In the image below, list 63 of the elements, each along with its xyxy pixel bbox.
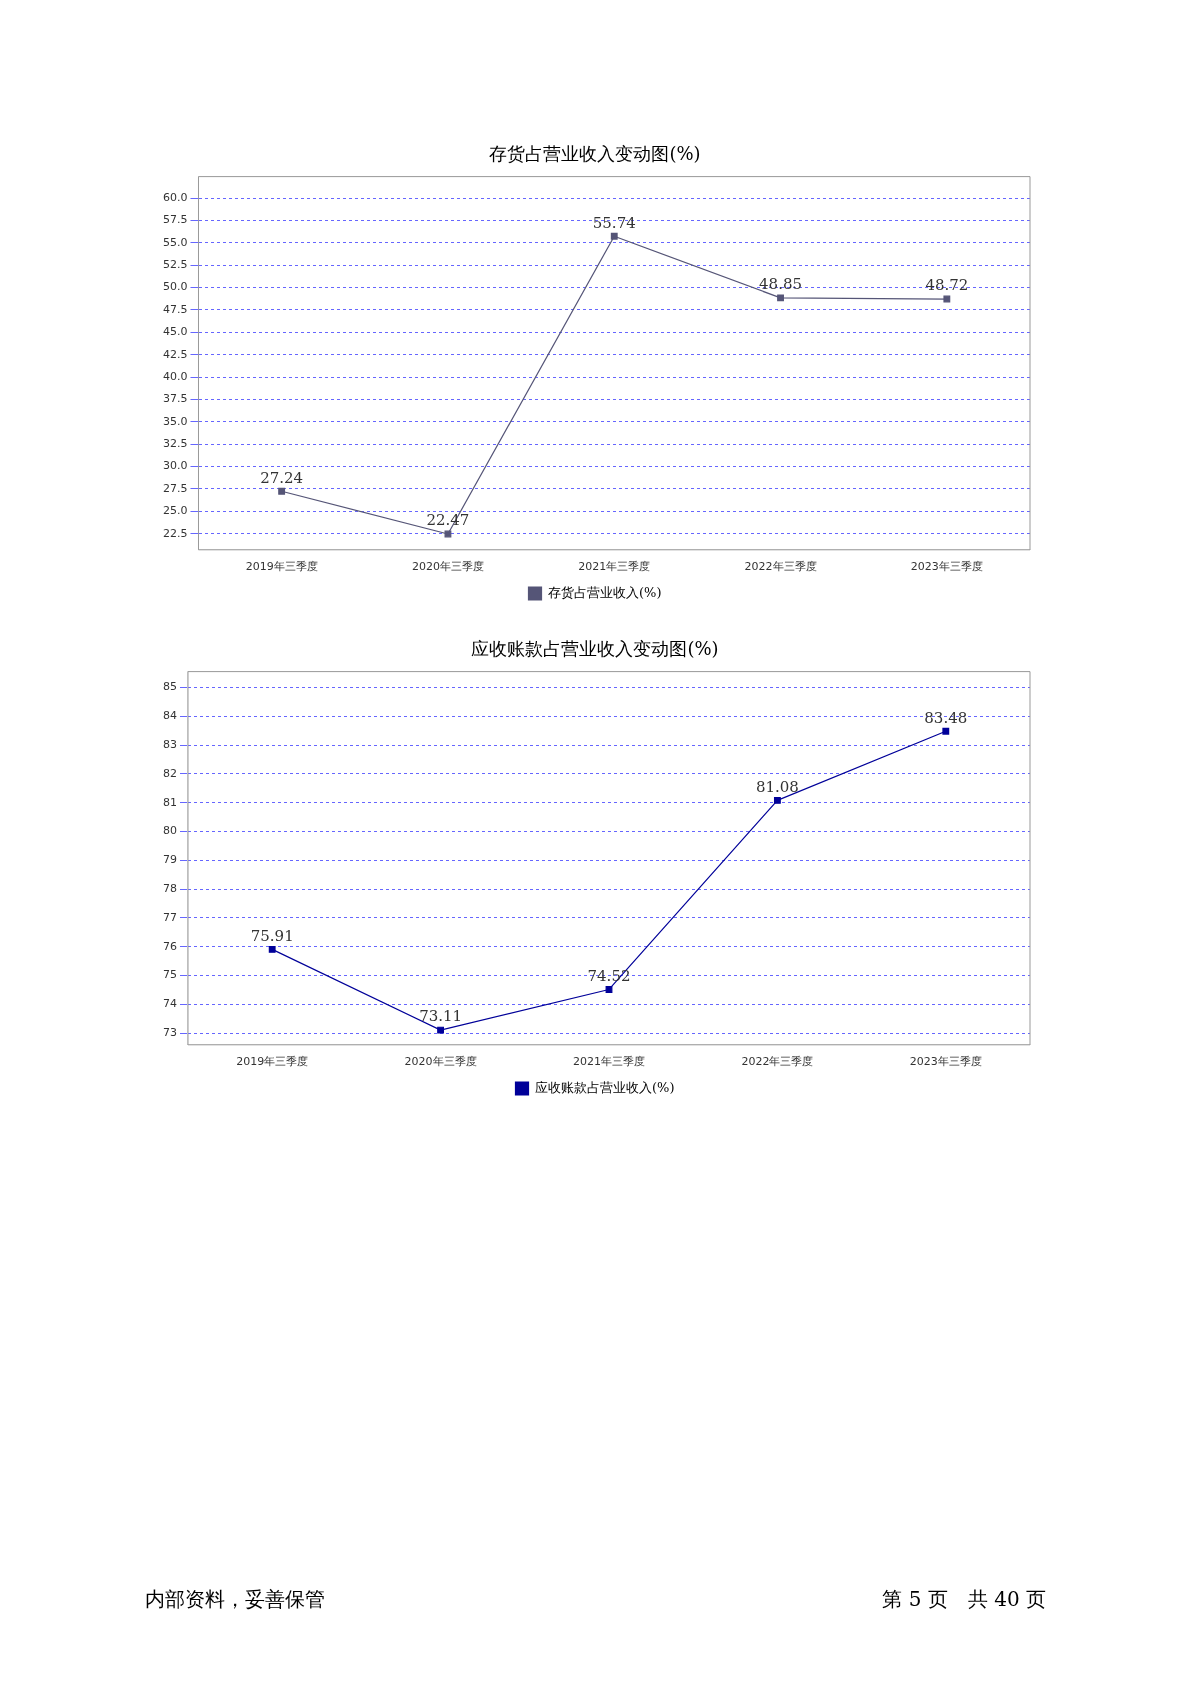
- y-tick-label: 79: [163, 853, 177, 867]
- y-tick-label: 25.0: [162, 504, 188, 518]
- point: [605, 986, 613, 993]
- y-tick-label: 32.5: [162, 437, 188, 451]
- y-tick-label: 75: [163, 968, 177, 982]
- y-tick-label: 42.5: [162, 347, 188, 361]
- y-tick-label: 60.0: [162, 190, 188, 204]
- data-label: 83.48: [924, 708, 968, 727]
- y-tick-label: 83: [163, 737, 177, 751]
- y-tick-label: 22.5: [162, 526, 188, 540]
- point: [278, 487, 286, 495]
- chart-title: 应收账款占营业收入变动图(%): [471, 638, 719, 660]
- y-tick-label: 84: [163, 709, 177, 723]
- point: [610, 232, 618, 240]
- data-label: 73.11: [419, 1007, 463, 1026]
- data-label: 75.91: [250, 926, 294, 945]
- y-tick-label: 76: [163, 939, 177, 953]
- x-tick-label: 2023年三季度: [910, 560, 983, 574]
- data-label: 81.08: [755, 777, 799, 796]
- x-tick-label: 2020年三季度: [411, 560, 484, 574]
- point: [437, 1026, 445, 1034]
- y-tick-label: 52.5: [162, 258, 188, 272]
- chart-title: 存货占营业收入变动图(%): [489, 143, 701, 165]
- y-tick-label: 81: [163, 795, 177, 809]
- x-tick-label: 2021年三季度: [573, 1055, 645, 1069]
- x-tick-label: 2019年三季度: [245, 560, 318, 574]
- point: [268, 945, 276, 953]
- y-tick-label: 78: [163, 882, 177, 896]
- x-tick-label: 2019年三季度: [236, 1055, 309, 1069]
- y-tick-label: 77: [163, 910, 177, 924]
- y-tick-label: 82: [163, 766, 177, 780]
- y-tick-label: 80: [163, 824, 177, 838]
- y-tick-label: 27.5: [162, 481, 188, 495]
- text: 第 5 页 共 40 页: [882, 1586, 1046, 1613]
- data-label: 27.24: [260, 468, 304, 487]
- text: 内部资料，妥善保管: [145, 1586, 325, 1613]
- data-label: 55.74: [592, 213, 636, 232]
- point: [942, 727, 950, 735]
- legend-label: 存货占营业收入(%): [548, 584, 662, 600]
- point: [773, 796, 781, 804]
- y-tick-label: 37.5: [162, 392, 188, 406]
- legend-label: 应收账款占营业收入(%): [535, 1079, 675, 1095]
- y-tick-label: 50.0: [162, 280, 188, 294]
- y-tick-label: 55.0: [162, 235, 188, 249]
- y-tick-label: 85: [163, 680, 177, 694]
- y-tick-label: 57.5: [162, 213, 188, 227]
- y-tick-label: 73: [163, 1026, 177, 1040]
- x-tick-label: 2021年三季度: [578, 560, 651, 574]
- y-tick-label: 40.0: [162, 369, 188, 383]
- point: [943, 295, 951, 303]
- x-tick-label: 2023年三季度: [909, 1055, 982, 1069]
- y-tick-label: 35.0: [162, 414, 188, 428]
- data-label: 48.72: [925, 276, 969, 295]
- x-tick-label: 2022年三季度: [744, 560, 817, 574]
- x-tick-label: 2020年三季度: [404, 1055, 477, 1069]
- point: [444, 530, 452, 538]
- y-tick-label: 47.5: [162, 302, 188, 316]
- data-label: 48.85: [759, 275, 803, 294]
- y-tick-label: 30.0: [162, 459, 188, 473]
- x-tick-label: 2022年三季度: [741, 1055, 814, 1069]
- y-tick-label: 74: [163, 997, 177, 1011]
- point: [777, 294, 784, 302]
- y-tick-label: 45.0: [162, 325, 188, 339]
